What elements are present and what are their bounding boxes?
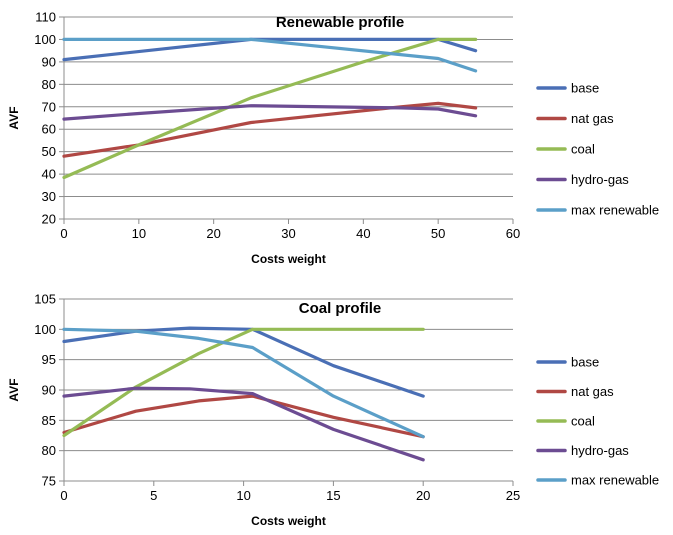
series-line-hydro-gas xyxy=(62,104,478,121)
y-tick-label: 50 xyxy=(42,144,56,159)
chart-renewable-profile: 20 30 40 50 60 70 80 90 100 110 0 10 20 30 40 50 60 Renew… xyxy=(7,10,659,267)
chart-title: Coal profile xyxy=(299,300,382,317)
y-axis-title: AVF xyxy=(7,106,21,129)
y-tick-label: 90 xyxy=(42,54,56,69)
series-line-nat-gas xyxy=(62,101,478,158)
x-tick-label: 0 xyxy=(60,226,67,241)
y-tick-label: 100 xyxy=(34,32,56,47)
y-tick-label: 90 xyxy=(42,383,56,398)
x-tick-label: 50 xyxy=(431,226,445,241)
x-axis-title: Costs weight xyxy=(251,514,326,528)
y-tick-label: 100 xyxy=(34,322,56,337)
y-tick-label: 105 xyxy=(34,292,56,307)
chart-title: Renewable profile xyxy=(276,14,404,31)
series-line-base xyxy=(62,37,478,62)
series-line-base xyxy=(62,326,425,398)
y-tick-label: 75 xyxy=(42,474,56,489)
legend-label: hydro-gas xyxy=(571,443,629,458)
legend-label: max renewable xyxy=(571,473,659,488)
legend: base nat gas coal hydro-gas max renewable xyxy=(536,355,659,488)
legend-label: coal xyxy=(571,414,595,429)
y-tick-label: 20 xyxy=(42,212,56,227)
x-axis-title: Costs weight xyxy=(251,252,326,266)
legend-label: coal xyxy=(571,142,595,157)
legend-label: nat gas xyxy=(571,384,614,399)
y-tick-label: 60 xyxy=(42,122,56,137)
y-tick-label: 80 xyxy=(42,443,56,458)
y-tick-label: 95 xyxy=(42,352,56,367)
legend-label: max renewable xyxy=(571,203,659,218)
series-line-max-renewable xyxy=(62,327,425,439)
x-tick-label: 10 xyxy=(236,488,250,503)
legend-label: base xyxy=(571,355,599,370)
x-tick-label: 5 xyxy=(150,488,157,503)
y-tick-label: 40 xyxy=(42,167,56,182)
legend: base nat gas coal hydro-gas max renewable xyxy=(536,81,659,218)
series-line-nat-gas xyxy=(62,394,425,439)
x-tick-label: 25 xyxy=(506,488,520,503)
y-tick-label: 70 xyxy=(42,99,56,114)
legend-label: hydro-gas xyxy=(571,172,629,187)
x-tick-label: 20 xyxy=(416,488,430,503)
y-tick-label: 85 xyxy=(42,413,56,428)
series-line-max-renewable xyxy=(62,37,478,73)
legend-label: nat gas xyxy=(571,111,614,126)
x-tick-label: 60 xyxy=(506,226,520,241)
x-tick-label: 40 xyxy=(356,226,370,241)
x-tick-label: 15 xyxy=(326,488,340,503)
x-tick-label: 0 xyxy=(60,488,67,503)
y-tick-label: 110 xyxy=(35,10,56,25)
legend-label: base xyxy=(571,81,599,96)
y-tick-label: 80 xyxy=(42,77,56,92)
y-axis-title: AVF xyxy=(7,378,21,401)
series-line-hydro-gas xyxy=(62,386,425,462)
chart-coal-profile: 75 80 85 90 95 100 105 0 5 10 15 20 25 Coal profile Co… xyxy=(7,292,659,529)
y-tick-label: 30 xyxy=(42,189,56,204)
x-tick-label: 20 xyxy=(206,226,220,241)
series-line-coal xyxy=(62,37,478,180)
x-tick-label: 30 xyxy=(281,226,295,241)
x-tick-label: 10 xyxy=(132,226,146,241)
